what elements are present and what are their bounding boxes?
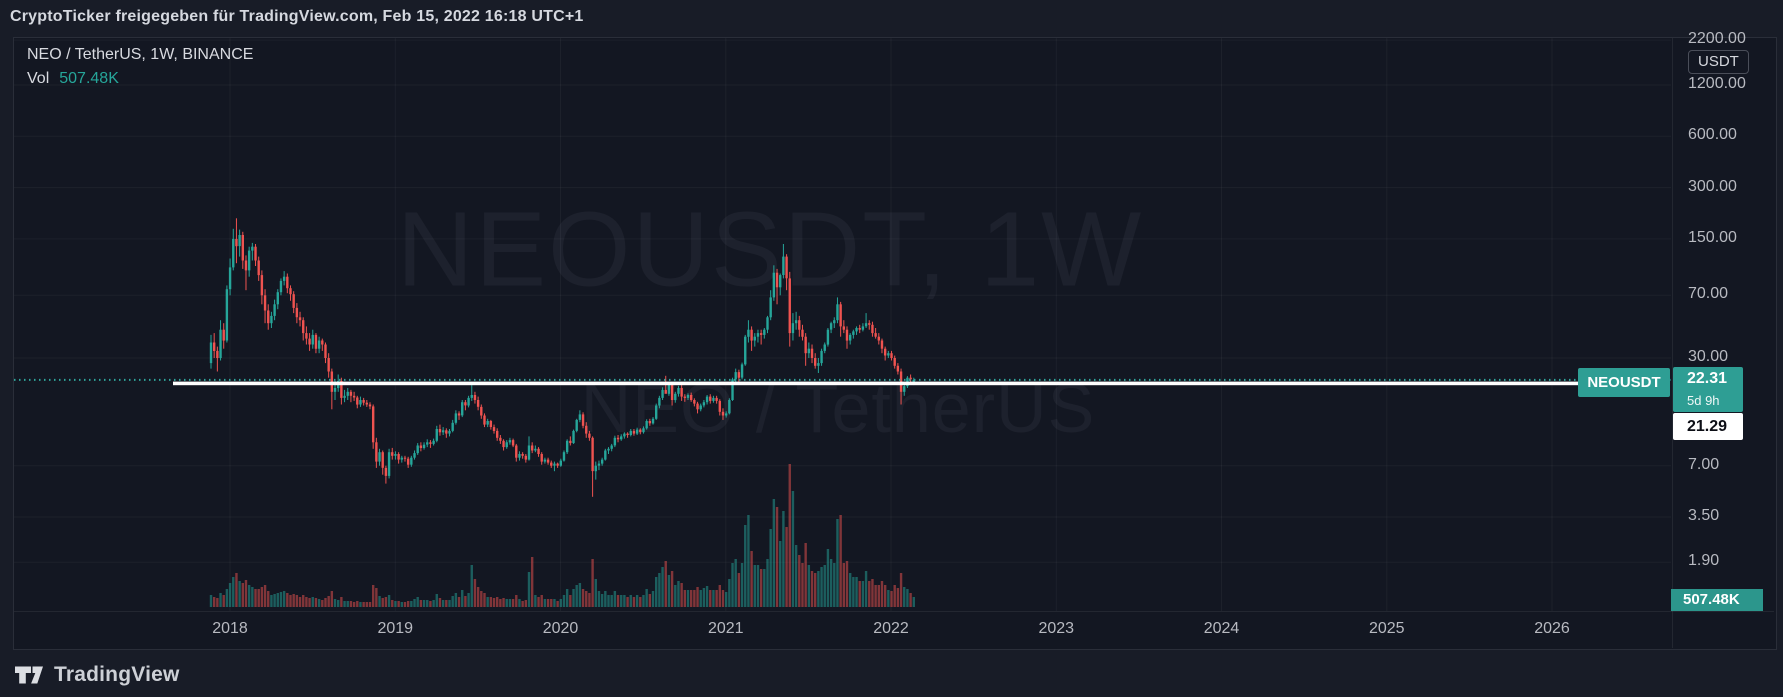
price-axis-label: 300.00 xyxy=(1688,177,1737,195)
horizontal-line-price-badge: 21.29 xyxy=(1673,413,1743,440)
tradingview-logo-icon xyxy=(15,666,43,684)
price-axis-label: 600.00 xyxy=(1688,126,1737,144)
time-scale-divider xyxy=(14,611,1774,612)
current-price-value: 22.31 xyxy=(1687,370,1728,387)
current-price-badge: 22.31 5d 9h xyxy=(1673,367,1743,412)
year-label: 2025 xyxy=(1368,620,1405,637)
volume-legend: Vol 507.48K xyxy=(27,70,119,88)
price-axis-label: 1.90 xyxy=(1688,552,1720,570)
price-axis-label: 3.50 xyxy=(1688,507,1720,524)
price-axis-label: 1200.00 xyxy=(1688,74,1746,92)
volume-axis-badge: 507.48K xyxy=(1671,589,1763,611)
symbol-legend[interactable]: NEO / TetherUS, 1W, BINANCE xyxy=(27,46,254,63)
year-label: 2021 xyxy=(707,620,744,637)
symbol-price-line-label: NEOUSDT xyxy=(1578,368,1670,397)
price-scale-divider xyxy=(1672,38,1673,648)
year-label: 2019 xyxy=(377,620,414,637)
year-label: 2026 xyxy=(1534,620,1570,637)
volume-label: Vol xyxy=(27,70,50,87)
attribution-text: CryptoTicker freigegeben für TradingView… xyxy=(10,8,584,25)
chart-pane[interactable] xyxy=(13,37,1777,650)
tradingview-brand-text: TradingView xyxy=(54,663,180,686)
year-label: 2018 xyxy=(212,620,248,637)
bar-countdown: 5d 9h xyxy=(1687,393,1720,408)
year-label: 2023 xyxy=(1038,620,1075,637)
top-bar: CryptoTicker freigegeben für TradingView… xyxy=(0,0,1783,37)
price-axis-label: 70.00 xyxy=(1688,285,1729,303)
year-label: 2020 xyxy=(542,620,579,637)
price-axis-label: 150.00 xyxy=(1688,228,1737,246)
tradingview-attribution[interactable]: TradingView xyxy=(13,662,180,688)
year-label: 2024 xyxy=(1203,620,1240,637)
year-label: 2022 xyxy=(873,620,909,637)
price-axis-label: 7.00 xyxy=(1688,455,1720,473)
currency-unit-badge[interactable]: USDT xyxy=(1688,50,1749,74)
volume-value: 507.48K xyxy=(59,70,119,87)
price-axis-label: 30.00 xyxy=(1688,348,1729,365)
price-axis-label: 2200.00 xyxy=(1688,30,1746,48)
